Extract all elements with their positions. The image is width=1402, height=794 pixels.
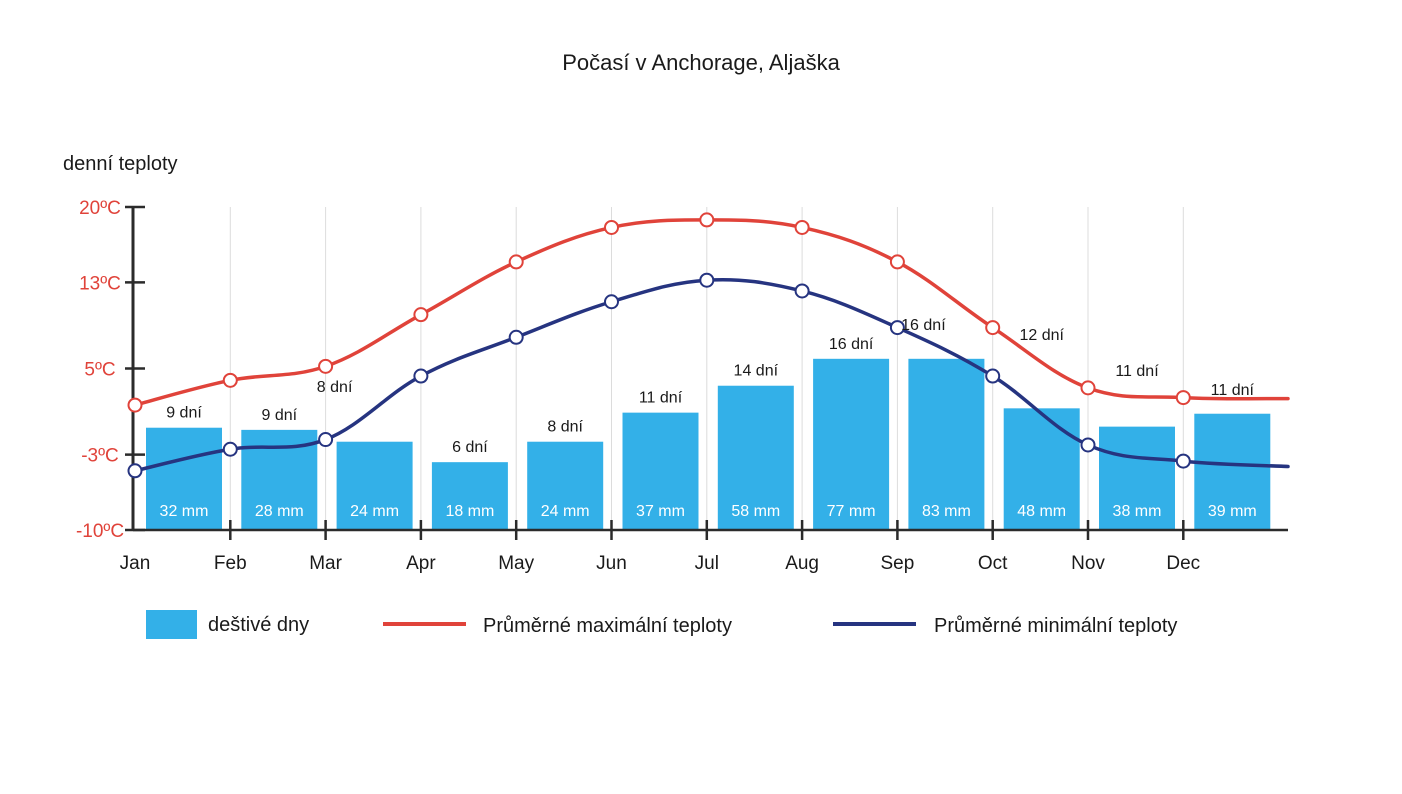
axes: 20ºC 13ºC 5ºC -3ºC -10ºC Jan Feb Mar Apr May Jun Ju… xyxy=(76,198,1288,574)
x-tick-label: Nov xyxy=(1071,553,1105,574)
x-tick-label: Sep xyxy=(880,553,914,574)
precipitation-label: 24 mm xyxy=(350,503,399,520)
x-tick-label: Aug xyxy=(785,553,819,574)
max-temperature-point xyxy=(127,397,143,413)
min-temperature-point xyxy=(1175,453,1191,469)
chart-title: Počasí v Anchorage, Aljaška xyxy=(562,50,840,75)
min-temperature-point xyxy=(985,368,1001,384)
max-temperature-point xyxy=(604,219,619,235)
x-tick-label: May xyxy=(498,553,534,574)
rainy-days-label: 6 dní xyxy=(452,439,488,456)
line-series xyxy=(127,212,1290,479)
x-tick-label: Jan xyxy=(120,553,151,574)
x-tick-label: Jun xyxy=(596,553,627,574)
max-temperature-point xyxy=(222,372,238,388)
min-temperature-point xyxy=(604,294,619,310)
y-tick-label: -3ºC xyxy=(81,446,119,467)
rainy-days-label: 16 dní xyxy=(829,336,874,353)
rainy-days-label: 11 dní xyxy=(639,390,683,407)
max-temperature-point xyxy=(889,254,905,270)
min-temperature-point xyxy=(222,441,238,457)
precipitation-label: 37 mm xyxy=(636,503,685,520)
max-temperature-point xyxy=(413,307,429,323)
x-tick-label: Jul xyxy=(695,553,719,574)
x-tick-label: Oct xyxy=(978,553,1008,574)
precipitation-label: 39 mm xyxy=(1208,503,1257,520)
precipitation-label: 77 mm xyxy=(827,503,876,520)
max-temperature-point xyxy=(699,212,715,228)
min-temperature-point xyxy=(794,283,810,299)
min-temperature-point xyxy=(508,329,524,345)
x-tick-label: Apr xyxy=(406,553,436,574)
bar-may xyxy=(527,441,604,530)
min-temperature-point xyxy=(1080,437,1096,453)
min-temperature-point xyxy=(127,463,143,479)
min-temperature-point xyxy=(318,432,334,448)
data-labels: 9 dní 9 dní 8 dní 6 dní 8 dní 11 dní 14 dní 16 … xyxy=(166,317,1254,456)
max-temperature-point xyxy=(508,254,524,270)
bar-apr xyxy=(431,462,508,530)
y-tick-label: 5ºC xyxy=(84,360,115,381)
y-axis-label: denní teploty xyxy=(63,153,178,175)
rainy-days-label: 11 dní xyxy=(1211,382,1255,399)
y-tick-label: 20ºC xyxy=(79,198,121,219)
max-temperature-point xyxy=(318,358,334,374)
y-tick-label: -10ºC xyxy=(76,521,124,542)
min-temperature-point xyxy=(889,320,905,336)
bar-oct xyxy=(1003,408,1080,530)
bar-nov xyxy=(1099,426,1175,530)
bar-jan xyxy=(146,427,222,530)
legend-label-min-temp: Průměrné minimální teploty xyxy=(934,615,1177,637)
rainy-days-label: 8 dní xyxy=(547,419,583,436)
precipitation-label: 28 mm xyxy=(255,503,304,520)
precipitation-label: 83 mm xyxy=(922,503,971,520)
precipitation-label: 48 mm xyxy=(1017,503,1066,520)
y-tick-label: 13ºC xyxy=(79,273,121,294)
legend-swatch-rainy-days xyxy=(146,610,197,639)
min-temperature-point xyxy=(413,368,429,384)
grid-lines xyxy=(229,207,1184,530)
max-temperature-point xyxy=(794,219,810,235)
x-tick-label: Feb xyxy=(214,553,247,574)
legend-label-max-temp: Průměrné maximální teploty xyxy=(483,615,732,637)
precipitation-label: 32 mm xyxy=(160,503,209,520)
max-temperature-point xyxy=(985,320,1001,336)
rainy-days-label: 12 dní xyxy=(1019,327,1064,344)
precipitation-label: 18 mm xyxy=(445,503,494,520)
bar-jul xyxy=(717,385,794,530)
precipitation-label: 58 mm xyxy=(731,503,780,520)
max-temperature-point xyxy=(1080,380,1096,396)
bar-mar xyxy=(336,441,413,530)
x-tick-label: Dec xyxy=(1166,553,1200,574)
rainy-days-label: 8 dní xyxy=(317,379,353,396)
x-tick-label: Mar xyxy=(309,553,342,574)
bar-sep xyxy=(908,358,985,530)
max-temperature-point xyxy=(1175,390,1191,406)
bar-dec xyxy=(1194,413,1271,530)
bar-aug xyxy=(813,358,890,530)
legend-label-rainy-days: deštivé dny xyxy=(208,614,309,636)
rainy-days-label: 16 dní xyxy=(901,317,946,334)
min-temperature-point xyxy=(699,272,715,288)
bar-series: 32 mm 28 mm 24 mm 18 mm 24 mm 37 mm 58 mm 77 mm… xyxy=(146,358,1271,530)
rainy-days-label: 9 dní xyxy=(166,405,202,422)
precipitation-label: 38 mm xyxy=(1113,503,1162,520)
precipitation-label: 24 mm xyxy=(541,503,590,520)
rainy-days-label: 9 dní xyxy=(262,407,298,424)
rainy-days-label: 14 dní xyxy=(734,363,779,380)
legend: deštivé dny Průměrné maximální teploty Prů… xyxy=(146,610,1177,639)
rainy-days-label: 11 dní xyxy=(1115,363,1159,380)
bar-jun xyxy=(622,412,699,530)
